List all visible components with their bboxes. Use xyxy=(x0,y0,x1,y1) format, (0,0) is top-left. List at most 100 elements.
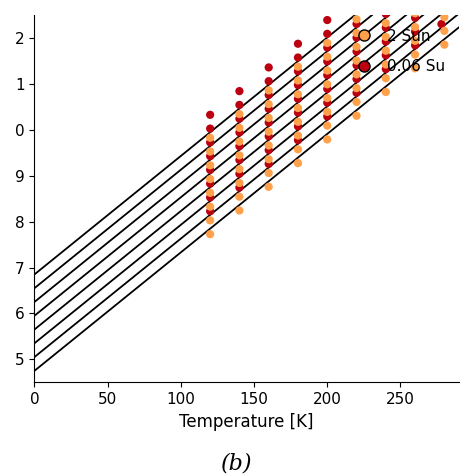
Point xyxy=(236,170,243,178)
Point xyxy=(294,77,302,84)
Point xyxy=(294,118,302,126)
Point xyxy=(265,142,273,149)
Point xyxy=(294,132,302,139)
Point xyxy=(323,30,331,37)
Point xyxy=(206,194,214,201)
Point xyxy=(294,67,302,75)
Legend: 2 Sun, 0.06 Su: 2 Sun, 0.06 Su xyxy=(343,23,451,80)
Point xyxy=(411,0,419,8)
Point xyxy=(323,99,331,107)
Point xyxy=(265,146,273,154)
Point xyxy=(206,180,214,187)
Point xyxy=(294,123,302,130)
Point xyxy=(236,124,243,132)
Point xyxy=(323,39,331,47)
Point xyxy=(353,43,360,51)
Point xyxy=(353,16,360,23)
Point xyxy=(236,152,243,159)
Point xyxy=(236,87,243,95)
Point xyxy=(353,34,360,41)
Point xyxy=(323,85,331,93)
Point xyxy=(265,169,273,177)
Point xyxy=(206,230,214,238)
Point xyxy=(353,84,360,92)
Point xyxy=(206,203,214,210)
Point xyxy=(323,53,331,61)
Point xyxy=(382,38,390,46)
Point xyxy=(265,133,273,140)
Point xyxy=(353,29,360,37)
Point xyxy=(353,75,360,83)
Point xyxy=(206,125,214,132)
Point xyxy=(294,159,302,167)
Point xyxy=(323,108,331,116)
Point xyxy=(294,54,302,61)
Point xyxy=(265,105,273,112)
Text: (b): (b) xyxy=(221,452,253,474)
Point xyxy=(440,0,448,7)
Point xyxy=(236,165,243,173)
Point xyxy=(206,138,214,146)
Point xyxy=(353,98,360,106)
Point xyxy=(206,208,214,215)
Point xyxy=(382,52,390,59)
Point xyxy=(206,162,214,169)
Point xyxy=(236,101,243,109)
Point xyxy=(265,114,273,122)
Point xyxy=(382,88,390,96)
Point xyxy=(382,6,390,13)
Point xyxy=(323,136,331,143)
Point xyxy=(265,128,273,136)
Point xyxy=(323,57,331,65)
Point xyxy=(294,95,302,103)
Point xyxy=(265,91,273,99)
Point xyxy=(265,100,273,108)
Point xyxy=(323,113,331,120)
Point xyxy=(236,179,243,187)
Point xyxy=(353,71,360,78)
Point xyxy=(438,7,445,14)
Point xyxy=(206,189,214,197)
Point xyxy=(236,110,243,118)
Point xyxy=(382,61,390,68)
Point xyxy=(438,20,445,28)
Point xyxy=(206,152,214,160)
Point xyxy=(411,51,419,58)
Point xyxy=(236,115,243,122)
Point xyxy=(265,160,273,168)
Point xyxy=(353,48,360,55)
Point xyxy=(353,112,360,119)
Point xyxy=(353,6,360,14)
Point xyxy=(265,155,273,163)
Point xyxy=(382,19,390,27)
Point xyxy=(382,74,390,82)
Point xyxy=(265,87,273,94)
Point xyxy=(294,109,302,117)
Point xyxy=(440,41,448,48)
Point xyxy=(265,183,273,191)
Point xyxy=(206,217,214,224)
Point xyxy=(382,0,390,4)
Point xyxy=(236,142,243,150)
Point xyxy=(323,122,331,129)
Point xyxy=(236,193,243,201)
Point xyxy=(206,111,214,118)
Point xyxy=(236,156,243,164)
Point xyxy=(411,9,419,17)
Point xyxy=(294,81,302,89)
Point xyxy=(440,13,448,21)
Point xyxy=(353,62,360,69)
Point xyxy=(323,72,331,79)
Point xyxy=(236,138,243,146)
Point xyxy=(236,184,243,191)
Point xyxy=(323,44,331,51)
Point xyxy=(353,57,360,64)
Point xyxy=(206,175,214,183)
Point xyxy=(411,0,419,3)
Point xyxy=(440,27,448,35)
Point xyxy=(323,16,331,24)
Point xyxy=(411,23,419,31)
Point xyxy=(382,24,390,32)
Point xyxy=(265,77,273,85)
Point xyxy=(323,67,331,74)
